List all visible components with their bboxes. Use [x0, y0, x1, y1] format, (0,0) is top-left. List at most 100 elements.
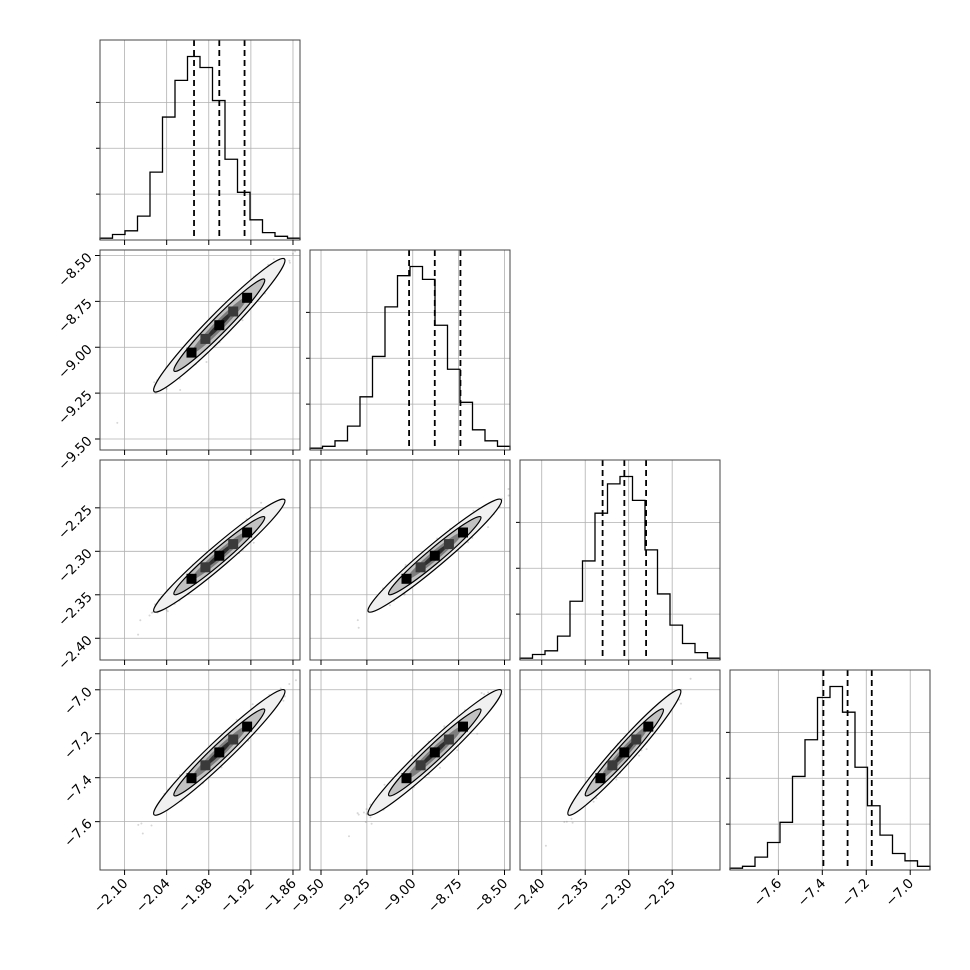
sample-point	[365, 808, 368, 811]
y-tick-label: −8.50	[55, 250, 96, 291]
sample-point	[294, 250, 297, 253]
density-bin	[200, 333, 211, 344]
panel-frame	[519, 669, 721, 871]
density-bin	[415, 760, 426, 771]
y-tick-label: −2.30	[55, 546, 96, 587]
x-tick-label: −2.40	[508, 876, 549, 917]
density-bin	[429, 747, 440, 758]
histogram-step	[309, 265, 511, 450]
sample-point	[565, 820, 568, 823]
panel-2-2	[516, 459, 721, 665]
sample-point	[563, 821, 566, 823]
panel-3-3: −7.6 −7.4 −7.2 −7.0	[726, 669, 931, 910]
sample-point	[507, 488, 510, 490]
sample-point	[592, 800, 595, 803]
panel-1-1	[306, 249, 511, 455]
sample-point	[389, 604, 391, 607]
sample-point	[179, 389, 182, 391]
sample-point	[456, 749, 459, 752]
sample-point	[116, 421, 119, 424]
sample-point	[357, 626, 360, 629]
panel-frame	[309, 249, 511, 451]
density-bin	[228, 539, 239, 550]
x-tick-label: −7.2	[839, 876, 873, 910]
y-tick-label: −8.75	[55, 296, 96, 337]
sample-point	[150, 824, 153, 827]
sample-point	[476, 732, 479, 735]
sample-point	[689, 677, 692, 680]
x-tick-label: −2.35	[551, 876, 592, 917]
sample-point	[570, 817, 573, 820]
y-tick-label: −9.50	[55, 433, 96, 474]
panel-0-0	[96, 39, 301, 245]
panel-frame	[309, 669, 511, 871]
density-bin	[200, 562, 211, 573]
density-bin	[242, 721, 253, 732]
density-bin	[619, 747, 630, 758]
sample-point	[615, 778, 618, 781]
panel-1-3: −9.50 −9.25 −9.00 −8.75 −8.50	[287, 669, 511, 917]
density-bin	[429, 550, 440, 561]
sample-point	[483, 693, 486, 696]
panel-frame	[309, 459, 511, 661]
x-tick-label: −2.10	[91, 876, 132, 917]
x-tick-label: −1.98	[175, 876, 216, 917]
histogram-step	[99, 55, 301, 240]
sample-point	[362, 811, 365, 814]
sample-point	[645, 748, 648, 751]
sample-point	[205, 361, 208, 363]
panel-frame	[99, 669, 301, 871]
density-bin	[458, 527, 468, 538]
density-bin	[607, 760, 618, 771]
sample-point	[283, 695, 286, 698]
density-bin	[401, 773, 412, 784]
sample-point	[356, 619, 359, 622]
sample-point	[480, 692, 483, 694]
y-tick-label: −2.35	[55, 589, 96, 630]
density-bin	[186, 347, 197, 358]
density-bin	[228, 734, 239, 745]
panel-frame	[99, 249, 301, 451]
sample-point	[472, 509, 475, 512]
sample-point	[279, 687, 282, 690]
density-bin	[242, 292, 253, 303]
density-bin	[401, 573, 412, 584]
sample-point	[369, 803, 372, 806]
y-tick-label: −7.0	[61, 684, 95, 718]
histogram-step	[729, 685, 931, 870]
density-bin	[415, 562, 426, 573]
sample-point	[291, 252, 294, 255]
sample-point	[288, 259, 291, 262]
x-tick-label: −2.04	[133, 876, 174, 917]
sample-point	[383, 783, 386, 786]
sample-point	[165, 387, 168, 390]
density-bin	[443, 539, 454, 550]
sample-point	[404, 564, 407, 566]
sample-point	[369, 816, 372, 819]
density-bin	[228, 306, 239, 317]
density-bin	[242, 527, 253, 538]
x-tick-label: −9.25	[333, 876, 374, 917]
sample-point	[140, 822, 143, 825]
sample-point	[137, 633, 140, 636]
density-bin	[200, 760, 211, 771]
x-tick-label: −7.0	[883, 876, 917, 910]
panel-frame	[729, 669, 931, 871]
sample-point	[154, 392, 157, 395]
panel-0-1: −9.50 −9.25−9.00 −8.75 −8.50	[55, 249, 301, 474]
sample-point	[252, 541, 255, 544]
sample-point	[439, 766, 441, 769]
sample-point	[487, 526, 490, 529]
panel-0-2: −2.40−2.35−2.30−2.25	[55, 459, 301, 673]
sample-point	[507, 494, 510, 497]
x-tick-label: −7.4	[795, 876, 829, 910]
sample-point	[680, 702, 682, 705]
sample-point	[443, 725, 446, 728]
sample-point	[282, 699, 285, 702]
panel-frame	[99, 459, 301, 661]
y-tick-label: −9.25	[55, 387, 96, 428]
sample-point	[410, 754, 413, 757]
sample-point	[148, 614, 151, 617]
sample-point	[251, 703, 254, 706]
